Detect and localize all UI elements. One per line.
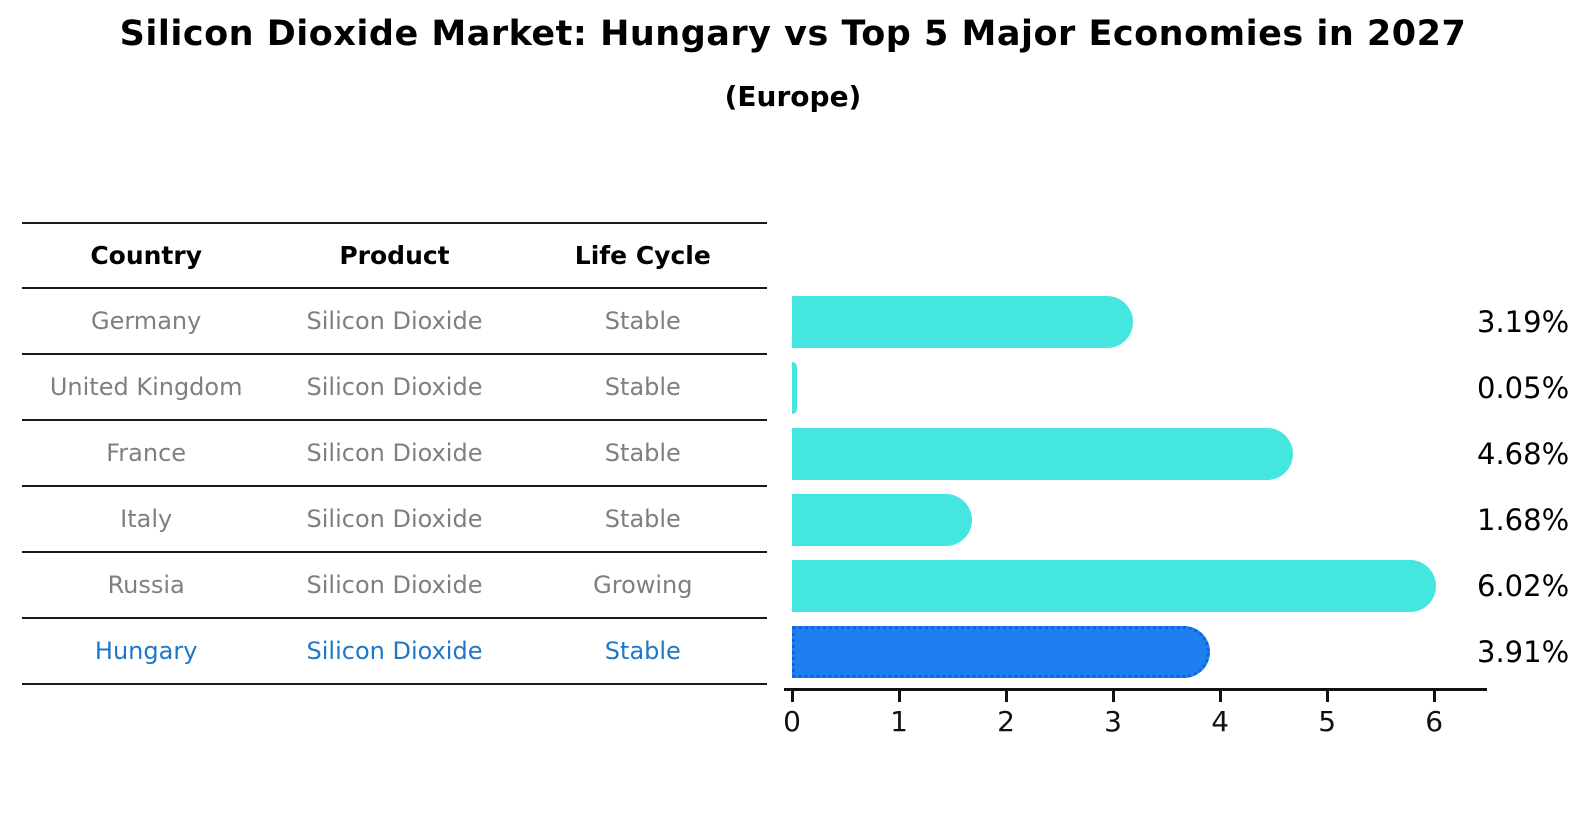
value-label-france: 4.68% [1477,437,1570,471]
bar-track [792,421,1477,487]
bar-track [792,619,1477,685]
x-axis-tick-label-4: 4 [1211,705,1230,738]
x-axis: 0 1 2 3 4 5 6 [783,688,1487,748]
lifecycle-cell: Growing [593,571,693,599]
bar-track [792,289,1477,355]
bar-italy [792,494,972,546]
header-cell-lifecycle: Life Cycle [574,241,711,270]
bar-hungary [792,626,1211,678]
value-label-hungary: 3.91% [1477,635,1570,669]
table-row-cells: Germany Silicon Dioxide Stable [22,289,767,355]
x-axis-tick-4 [1219,691,1223,702]
table-row-cells: France Silicon Dioxide Stable [22,421,767,487]
table-row-united-kingdom: United Kingdom Silicon Dioxide Stable 0.… [22,355,1570,421]
lifecycle-cell: Stable [604,439,681,467]
country-cell: Germany [91,307,202,335]
table-row-italy: Italy Silicon Dioxide Stable 1.68% [22,487,1570,553]
table-row-russia: Russia Silicon Dioxide Growing 6.02% [22,553,1570,619]
bar-germany [792,296,1134,348]
x-axis-tick-label-5: 5 [1318,705,1337,738]
country-cell: United Kingdom [49,373,243,401]
x-axis-tick-1 [898,691,902,702]
rows-container: Country Product Life Cycle Germany Silic… [22,222,1570,685]
x-axis-tick-3 [1112,691,1116,702]
header-cell-country: Country [90,241,203,270]
value-label-united-kingdom: 0.05% [1477,371,1570,405]
x-axis-tick-label-1: 1 [890,705,908,738]
lifecycle-cell: Stable [604,637,681,665]
lifecycle-cell: Stable [604,373,681,401]
x-axis-line [784,688,1487,691]
table-header-cells: Country Product Life Cycle [22,222,767,289]
header-cell-product: Product [339,241,450,270]
table-header-row: Country Product Life Cycle [22,222,1564,289]
chart-title: Silicon Dioxide Market: Hungary vs Top 5… [119,14,1467,54]
country-cell: Hungary [94,637,198,665]
product-cell: Silicon Dioxide [306,637,483,665]
x-axis-tick-2 [1005,691,1009,702]
product-cell: Silicon Dioxide [306,505,483,533]
lifecycle-cell: Stable [604,307,681,335]
bar-russia [792,560,1437,612]
table-row-cells: Hungary Silicon Dioxide Stable [22,619,767,685]
x-axis-tick-0 [791,691,794,702]
x-axis-tick-label-3: 3 [1104,705,1123,738]
lifecycle-cell: Stable [604,505,681,533]
product-cell: Silicon Dioxide [306,373,483,401]
bar-united-kingdom [792,362,798,414]
value-label-germany: 3.19% [1477,305,1570,339]
table-row-cells: Russia Silicon Dioxide Growing [22,553,767,619]
value-label-russia: 6.02% [1477,569,1570,603]
bar-track [792,355,1477,421]
product-cell: Silicon Dioxide [306,439,483,467]
x-axis-tick-6 [1433,691,1437,702]
table-row-cells: Italy Silicon Dioxide Stable [22,487,767,553]
product-cell: Silicon Dioxide [306,307,483,335]
table-row-germany: Germany Silicon Dioxide Stable 3.19% [22,289,1570,355]
value-label-italy: 1.68% [1477,503,1570,537]
table-and-chart: Country Product Life Cycle Germany Silic… [22,222,1570,738]
table-row-hungary: Hungary Silicon Dioxide Stable 3.91% [22,619,1570,685]
table-row-cells: United Kingdom Silicon Dioxide Stable [22,355,767,421]
bar-track [792,487,1477,553]
x-axis-tick-label-2: 2 [997,705,1015,738]
header-pct-spacer [1477,222,1557,289]
chart-subtitle: (Europe) [724,80,862,113]
bar-track [792,553,1477,619]
product-cell: Silicon Dioxide [306,571,483,599]
x-axis-tick-label-0: 0 [783,705,801,738]
country-cell: Russia [107,571,185,599]
country-cell: Italy [120,505,173,533]
x-axis-tick-label-6: 6 [1425,705,1444,738]
x-axis-tick-5 [1326,691,1330,702]
header-track-spacer [792,222,1477,289]
table-row-france: France Silicon Dioxide Stable 4.68% [22,421,1570,487]
bar-france [792,428,1293,480]
country-cell: France [106,439,187,467]
